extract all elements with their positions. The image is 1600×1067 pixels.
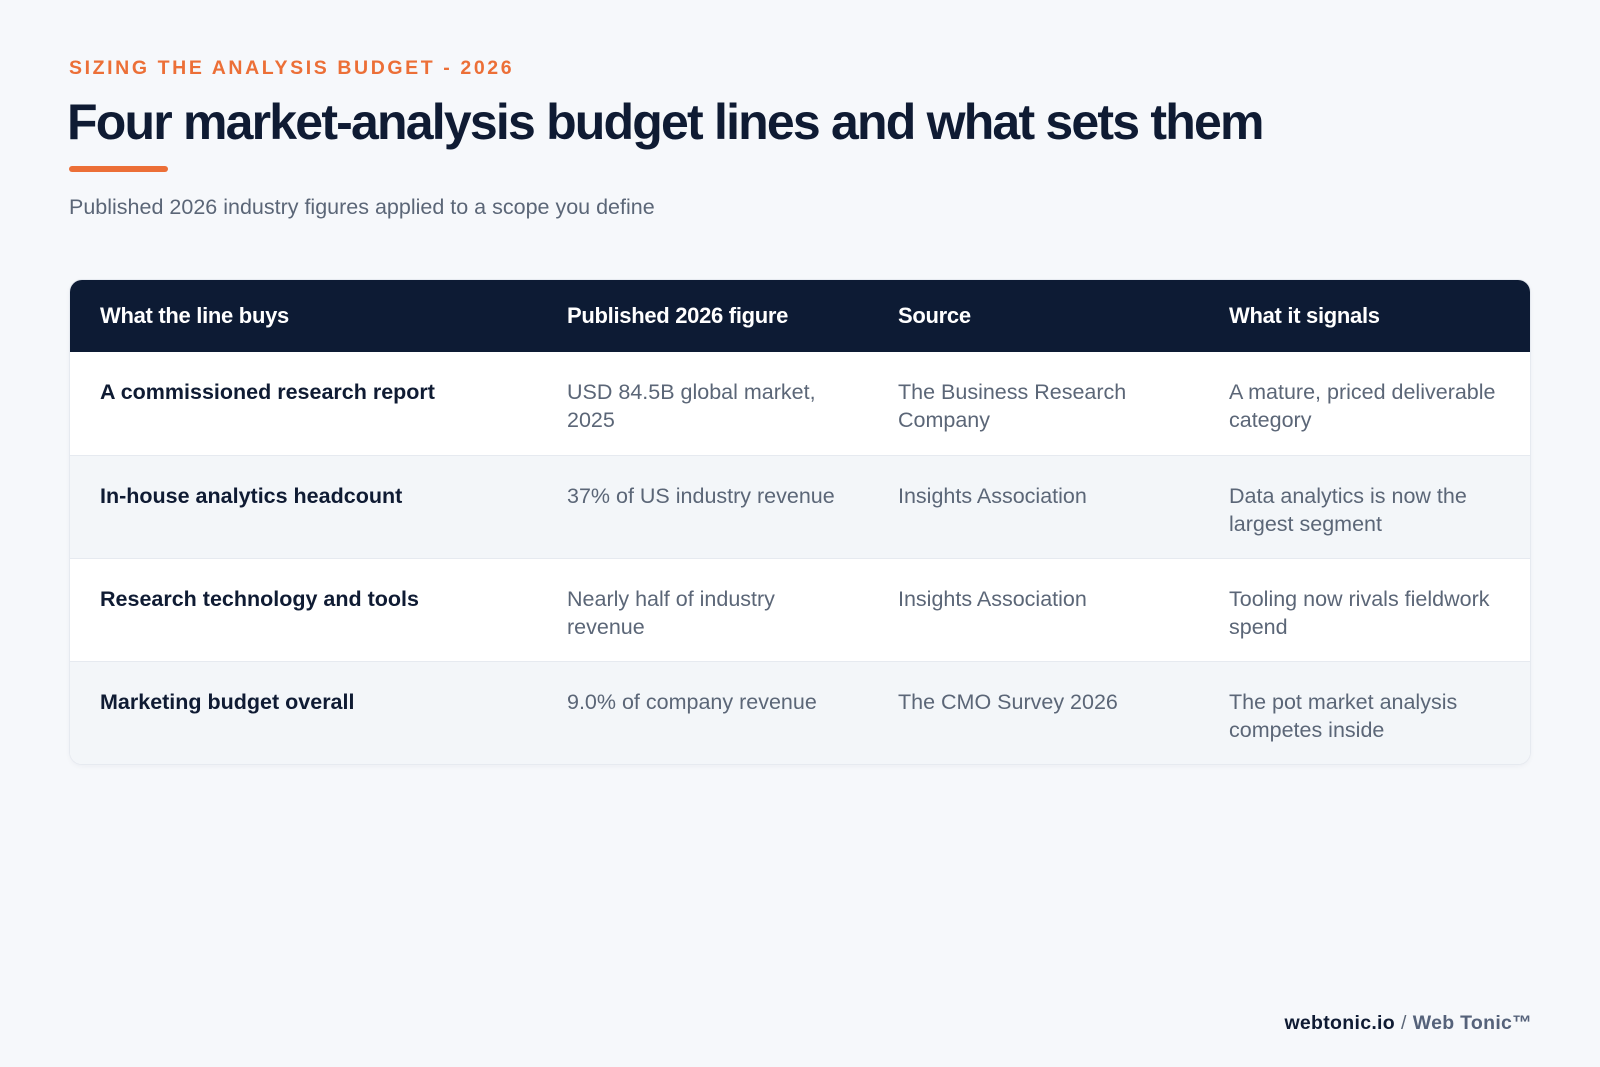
eyebrow-label: SIZING THE ANALYSIS BUDGET - 2026 bbox=[69, 57, 515, 79]
page-title: Four market-analysis budget lines and wh… bbox=[67, 94, 1264, 150]
table-cell-source: The Business Research Company bbox=[898, 380, 1127, 432]
column-header: Source bbox=[868, 280, 1199, 352]
table-cell-figure: 37% of US industry revenue bbox=[537, 454, 868, 558]
table-cell-figure: 9.0% of company revenue bbox=[537, 660, 868, 764]
table-cell-figure: USD 84.5B global market, 2025 bbox=[567, 380, 816, 432]
table-row: A commissioned research report USD 84.5B… bbox=[70, 352, 1530, 455]
table-cell-signal: Data analytics is now the largest segmen… bbox=[1199, 454, 1530, 558]
table-cell-line: Research technology and tools bbox=[70, 557, 537, 661]
footer-brand: Web Tonic™ bbox=[1412, 1012, 1532, 1034]
table-row: Marketing budget overall 9.0% of company… bbox=[70, 660, 1530, 764]
budget-table: What the line buys Published 2026 figure… bbox=[70, 280, 1530, 764]
table-cell-figure: Nearly half of industry revenue bbox=[537, 557, 868, 661]
table-cell-source: Insights Association bbox=[868, 557, 1199, 661]
table-cell-source: Insights Association bbox=[868, 454, 1199, 558]
table-header-row: What the line buys Published 2026 figure… bbox=[70, 280, 1530, 352]
footer-separator: / bbox=[1401, 1012, 1407, 1034]
table-cell-signal: A mature, priced deliverable category bbox=[1229, 380, 1496, 432]
table-cell-line: Marketing budget overall bbox=[70, 660, 537, 764]
column-header: What it signals bbox=[1199, 280, 1530, 352]
page-subtitle: Published 2026 industry figures applied … bbox=[69, 195, 655, 219]
table-row: In-house analytics headcount 37% of US i… bbox=[70, 454, 1530, 558]
column-header: What the line buys bbox=[70, 280, 537, 352]
budget-table-card: What the line buys Published 2026 figure… bbox=[70, 280, 1530, 764]
table-row: Research technology and tools Nearly hal… bbox=[70, 557, 1530, 661]
table-cell-signal: Tooling now rivals fieldwork spend bbox=[1199, 557, 1530, 661]
table-cell-line: A commissioned research report bbox=[100, 380, 435, 404]
table-cell-signal: The pot market analysis competes inside bbox=[1199, 660, 1530, 764]
table-cell-source: The CMO Survey 2026 bbox=[868, 660, 1199, 764]
footer-domain-link[interactable]: webtonic.io bbox=[1284, 1012, 1395, 1034]
footer-credit: webtonic.io / Web Tonic™ bbox=[1284, 1012, 1532, 1035]
accent-divider bbox=[69, 166, 168, 172]
table-cell-line: In-house analytics headcount bbox=[70, 454, 537, 558]
column-header: Published 2026 figure bbox=[537, 280, 868, 352]
